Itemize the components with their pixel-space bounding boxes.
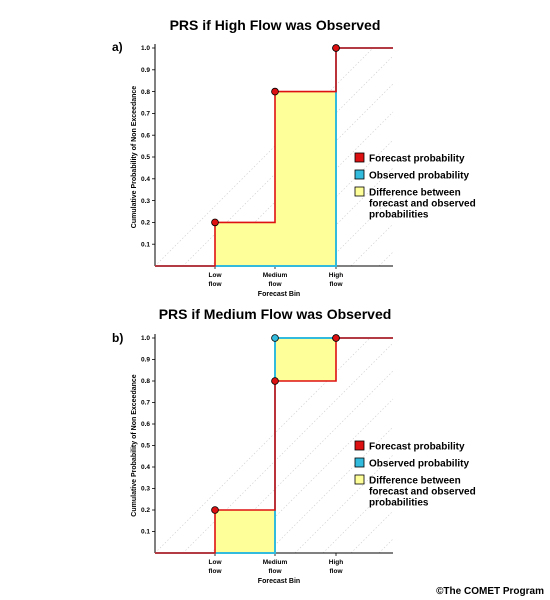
legend-swatch bbox=[354, 152, 365, 163]
forecast-point bbox=[211, 218, 219, 227]
difference-area bbox=[215, 510, 275, 553]
panel-label: b) bbox=[112, 331, 123, 345]
diagonal-guide-line bbox=[266, 139, 394, 267]
forecast-point bbox=[271, 87, 279, 96]
legend-label: Observed probability bbox=[369, 171, 469, 182]
legend-swatch bbox=[354, 186, 365, 197]
y-tick-label: 0.4 bbox=[141, 464, 150, 471]
y-tick-label: 0.8 bbox=[141, 378, 150, 385]
legend-label: Forecast probability bbox=[369, 442, 465, 453]
y-tick-label: 0.2 bbox=[141, 507, 150, 514]
difference-area bbox=[275, 338, 336, 381]
y-tick-label: 0.1 bbox=[141, 529, 150, 536]
y-tick-label: 0.3 bbox=[141, 486, 150, 493]
x-tick-label: Medium flow bbox=[263, 559, 288, 575]
diagonal-guide-line bbox=[322, 195, 394, 267]
y-axis-label: Cumulative Probability of Non Exceedance bbox=[131, 86, 138, 228]
x-tick-label: Medium flow bbox=[263, 272, 288, 288]
legend-swatch bbox=[354, 169, 365, 180]
y-tick-label: 0.6 bbox=[141, 132, 150, 139]
legend: Forecast probability Observed probability… bbox=[354, 440, 476, 509]
legend-label: Difference between forecast and observed p… bbox=[369, 188, 476, 221]
legend-label: Forecast probability bbox=[369, 154, 465, 165]
legend-swatch bbox=[354, 457, 365, 468]
legend-label: Difference between forecast and observed p… bbox=[369, 476, 476, 509]
x-tick-label: High flow bbox=[329, 559, 344, 575]
diagonal-guide-line bbox=[378, 251, 394, 267]
y-tick-label: 1.0 bbox=[141, 335, 150, 342]
difference-area bbox=[275, 91, 336, 266]
difference-area bbox=[215, 222, 275, 266]
diagonal-guide-line bbox=[350, 223, 394, 267]
observed-point bbox=[271, 334, 279, 342]
y-tick-label: 0.8 bbox=[141, 89, 150, 96]
x-axis-label: Forecast Bin bbox=[258, 291, 300, 298]
forecast-point bbox=[271, 377, 279, 385]
legend-swatch bbox=[354, 440, 365, 451]
forecast-point bbox=[332, 44, 340, 52]
chart-title: PRS if High Flow was Observed bbox=[170, 17, 381, 33]
y-tick-label: 0.6 bbox=[141, 421, 150, 428]
legend-swatch bbox=[354, 474, 365, 485]
y-tick-label: 0.3 bbox=[141, 198, 150, 205]
y-tick-label: 0.7 bbox=[141, 111, 150, 118]
y-axis-label: Cumulative Probability of Non Exceedance bbox=[131, 374, 138, 516]
y-tick-label: 0.9 bbox=[141, 357, 150, 364]
y-tick-label: 1.0 bbox=[141, 45, 150, 52]
x-tick-label: Low flow bbox=[209, 272, 223, 288]
chart-title: PRS if Medium Flow was Observed bbox=[159, 306, 392, 322]
y-tick-label: 0.5 bbox=[141, 443, 150, 450]
panel-label: a) bbox=[112, 40, 123, 54]
legend: Forecast probability Observed probability… bbox=[354, 152, 476, 221]
forecast-series-line bbox=[155, 47, 393, 267]
diagonal-guide-line bbox=[322, 482, 394, 554]
diagonal-guide-line bbox=[350, 510, 394, 554]
forecast-point bbox=[332, 334, 340, 342]
chart-panel-b: PRS if Medium Flow was Observed b) 0.1 0.2 0… bbox=[112, 306, 476, 585]
forecast-point bbox=[211, 506, 219, 514]
y-tick-label: 0.9 bbox=[141, 67, 150, 74]
y-tick-label: 0.1 bbox=[141, 241, 150, 248]
x-tick-label: Low flow bbox=[209, 559, 223, 575]
x-tick-label: High flow bbox=[329, 272, 344, 288]
copyright-text: ©The COMET Program bbox=[436, 586, 544, 597]
diagonal-guide-line bbox=[378, 538, 394, 554]
diagonal-guide-line bbox=[266, 426, 394, 554]
y-tick-label: 0.4 bbox=[141, 176, 150, 183]
y-tick-label: 0.5 bbox=[141, 154, 150, 161]
y-tick-label: 0.2 bbox=[141, 220, 150, 227]
x-axis-label: Forecast Bin bbox=[258, 578, 300, 585]
y-tick-label: 0.7 bbox=[141, 400, 150, 407]
chart-panel-a: PRS if High Flow was Observed a) 0.1 0.2 0.3… bbox=[112, 17, 476, 298]
forecast-series-line bbox=[155, 337, 393, 554]
legend-label: Observed probability bbox=[369, 459, 469, 470]
